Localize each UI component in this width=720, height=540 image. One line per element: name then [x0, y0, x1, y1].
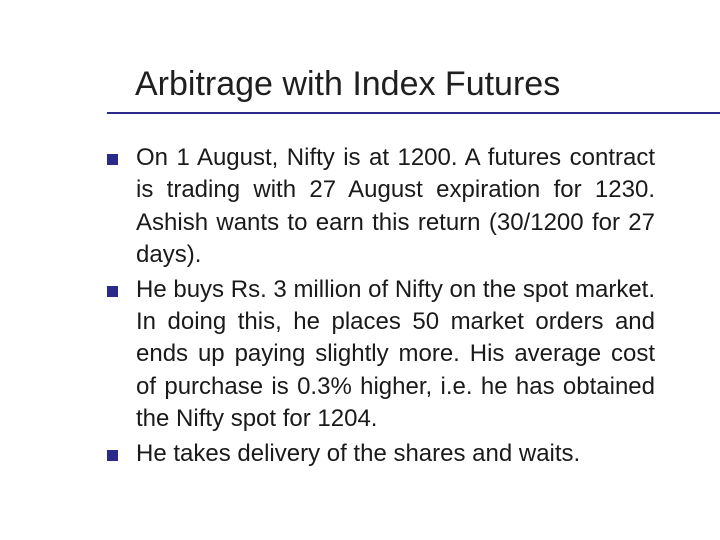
list-item: He buys Rs. 3 million of Nifty on the sp… [107, 274, 655, 436]
list-item: On 1 August, Nifty is at 1200. A futures… [107, 142, 655, 272]
slide: Arbitrage with Index Futures On 1 August… [0, 0, 720, 540]
title-underline [107, 112, 720, 114]
bullet-text: On 1 August, Nifty is at 1200. A futures… [136, 142, 655, 272]
square-bullet-icon [107, 154, 118, 165]
title-container: Arbitrage with Index Futures [135, 65, 680, 104]
slide-content: On 1 August, Nifty is at 1200. A futures… [107, 142, 655, 470]
slide-title: Arbitrage with Index Futures [135, 65, 680, 104]
bullet-text: He buys Rs. 3 million of Nifty on the sp… [136, 274, 655, 436]
square-bullet-icon [107, 450, 118, 461]
bullet-text: He takes delivery of the shares and wait… [136, 438, 580, 470]
list-item: He takes delivery of the shares and wait… [107, 438, 655, 470]
square-bullet-icon [107, 286, 118, 297]
